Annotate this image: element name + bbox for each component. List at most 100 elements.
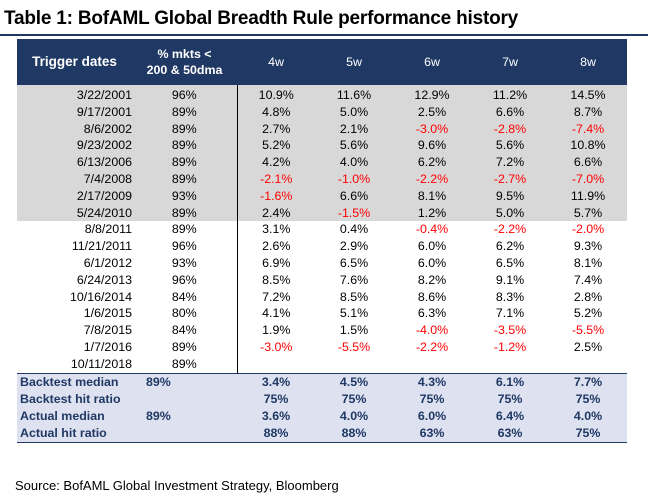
return-cell: 6.6%: [471, 103, 549, 121]
table-row: 2/17/2009 93% -1.6% 6.6% 8.1% 9.5% 11.9%: [17, 187, 627, 205]
header-pct-line1: % mkts <: [157, 47, 212, 61]
summary-pct: 89%: [132, 407, 237, 425]
return-cell: 3.1%: [237, 221, 315, 239]
summary-value: 6.1%: [471, 372, 549, 391]
pct-mkts-cell: 96%: [132, 238, 238, 255]
header-trigger-dates: Trigger dates: [17, 39, 132, 85]
return-cell: -2.2%: [393, 170, 471, 188]
trigger-date-cell: 9/23/2002: [17, 137, 132, 155]
summary-label: Actual median: [17, 407, 132, 425]
return-cell: 10.8%: [549, 137, 627, 155]
return-cell: 6.3%: [393, 305, 471, 323]
header-6w: 6w: [393, 39, 471, 85]
return-cell: -7.4%: [549, 120, 627, 138]
return-cell: -1.2%: [471, 338, 549, 356]
return-cell: 12.9%: [393, 85, 471, 104]
table-summary: Backtest median 89% 3.4% 4.5% 4.3% 6.1% 7.7% Ba…: [17, 372, 627, 443]
summary-value: 75%: [237, 390, 315, 408]
summary-value: 4.0%: [315, 407, 393, 425]
summary-label: Backtest hit ratio: [17, 390, 132, 408]
pct-mkts-cell: 80%: [132, 305, 238, 323]
return-cell: 6.2%: [393, 154, 471, 171]
return-cell: 4.2%: [237, 154, 315, 171]
summary-label: Actual hit ratio: [17, 424, 132, 443]
table-row: 3/22/2001 96% 10.9% 11.6% 12.9% 11.2% 14.5%: [17, 85, 627, 104]
return-cell: 8.3%: [471, 288, 549, 306]
return-cell: -0.4%: [393, 221, 471, 239]
return-cell: 6.9%: [237, 254, 315, 272]
header-pct-mkts: % mkts < 200 & 50dma: [132, 39, 237, 85]
trigger-date-cell: 6/13/2006: [17, 154, 132, 171]
return-cell: 7.1%: [471, 305, 549, 323]
table-body: 3/22/2001 96% 10.9% 11.6% 12.9% 11.2% 14.5% 9/1…: [17, 85, 627, 374]
summary-value: 75%: [315, 390, 393, 408]
table-title: Table 1: BofAML Global Breadth Rule perf…: [4, 8, 519, 29]
return-cell: [393, 355, 471, 374]
summary-value: 3.4%: [237, 372, 315, 391]
trigger-date-cell: 11/21/2011: [17, 238, 132, 255]
summary-value: 88%: [237, 424, 315, 443]
return-cell: 2.1%: [315, 120, 393, 138]
summary-value: 6.0%: [393, 407, 471, 425]
trigger-date-cell: 8/8/2011: [17, 221, 132, 239]
return-cell: 8.1%: [549, 254, 627, 272]
table-row: 8/8/2011 89% 3.1% 0.4% -0.4% -2.2% -2.0%: [17, 221, 627, 239]
trigger-date-cell: 7/4/2008: [17, 170, 132, 188]
trigger-date-cell: 6/1/2012: [17, 254, 132, 272]
pct-mkts-cell: 89%: [132, 170, 238, 188]
return-cell: -2.0%: [549, 221, 627, 239]
return-cell: 2.9%: [315, 238, 393, 255]
return-cell: -2.1%: [237, 170, 315, 188]
pct-mkts-cell: 89%: [132, 120, 238, 138]
return-cell: 7.2%: [471, 154, 549, 171]
summary-value: 75%: [471, 390, 549, 408]
return-cell: [549, 355, 627, 374]
table-row: 6/1/2012 93% 6.9% 6.5% 6.0% 6.5% 8.1%: [17, 254, 627, 272]
source-note: Source: BofAML Global Investment Strateg…: [15, 478, 339, 493]
trigger-date-cell: 1/6/2015: [17, 305, 132, 323]
table-row: 6/24/2013 96% 8.5% 7.6% 8.2% 9.1% 7.4%: [17, 271, 627, 289]
pct-mkts-cell: 89%: [132, 338, 238, 356]
return-cell: -2.8%: [471, 120, 549, 138]
pct-mkts-cell: 93%: [132, 187, 238, 205]
return-cell: 7.6%: [315, 271, 393, 289]
summary-row: Backtest hit ratio 75% 75% 75% 75% 75%: [17, 390, 627, 408]
return-cell: 8.7%: [549, 103, 627, 121]
trigger-date-cell: 2/17/2009: [17, 187, 132, 205]
header-7w: 7w: [471, 39, 549, 85]
return-cell: 11.2%: [471, 85, 549, 104]
title-rule: [0, 34, 648, 36]
summary-value: 63%: [471, 424, 549, 443]
table-row: 1/7/2016 89% -3.0% -5.5% -2.2% -1.2% 2.5%: [17, 338, 627, 356]
return-cell: 9.3%: [549, 238, 627, 255]
table-row: 5/24/2010 89% 2.4% -1.5% 1.2% 5.0% 5.7%: [17, 204, 627, 222]
summary-label: Backtest median: [17, 372, 132, 391]
summary-value: 4.3%: [393, 372, 471, 391]
table-row: 6/13/2006 89% 4.2% 4.0% 6.2% 7.2% 6.6%: [17, 154, 627, 171]
table-row: 8/6/2002 89% 2.7% 2.1% -3.0% -2.8% -7.4%: [17, 120, 627, 138]
table-row: 11/21/2011 96% 2.6% 2.9% 6.0% 6.2% 9.3%: [17, 238, 627, 255]
return-cell: 5.1%: [315, 305, 393, 323]
return-cell: 2.7%: [237, 120, 315, 138]
trigger-date-cell: 10/16/2014: [17, 288, 132, 306]
table-row: 9/17/2001 89% 4.8% 5.0% 2.5% 6.6% 8.7%: [17, 103, 627, 121]
pct-mkts-cell: 89%: [132, 355, 238, 374]
summary-pct: 89%: [132, 372, 237, 391]
return-cell: 5.2%: [237, 137, 315, 155]
summary-value: 7.7%: [549, 372, 627, 391]
summary-value: 6.4%: [471, 407, 549, 425]
table-row: 10/11/2018 89%: [17, 355, 627, 374]
return-cell: [471, 355, 549, 374]
return-cell: 9.1%: [471, 271, 549, 289]
return-cell: -1.6%: [237, 187, 315, 205]
return-cell: 11.9%: [549, 187, 627, 205]
pct-mkts-cell: 89%: [132, 204, 238, 222]
table-row: 7/8/2015 84% 1.9% 1.5% -4.0% -3.5% -5.5%: [17, 322, 627, 339]
return-cell: 9.6%: [393, 137, 471, 155]
summary-pct: [132, 390, 237, 408]
return-cell: 8.6%: [393, 288, 471, 306]
return-cell: 8.5%: [315, 288, 393, 306]
return-cell: 11.6%: [315, 85, 393, 104]
return-cell: 6.6%: [549, 154, 627, 171]
summary-row: Actual median 89% 3.6% 4.0% 6.0% 6.4% 4.0%: [17, 407, 627, 425]
